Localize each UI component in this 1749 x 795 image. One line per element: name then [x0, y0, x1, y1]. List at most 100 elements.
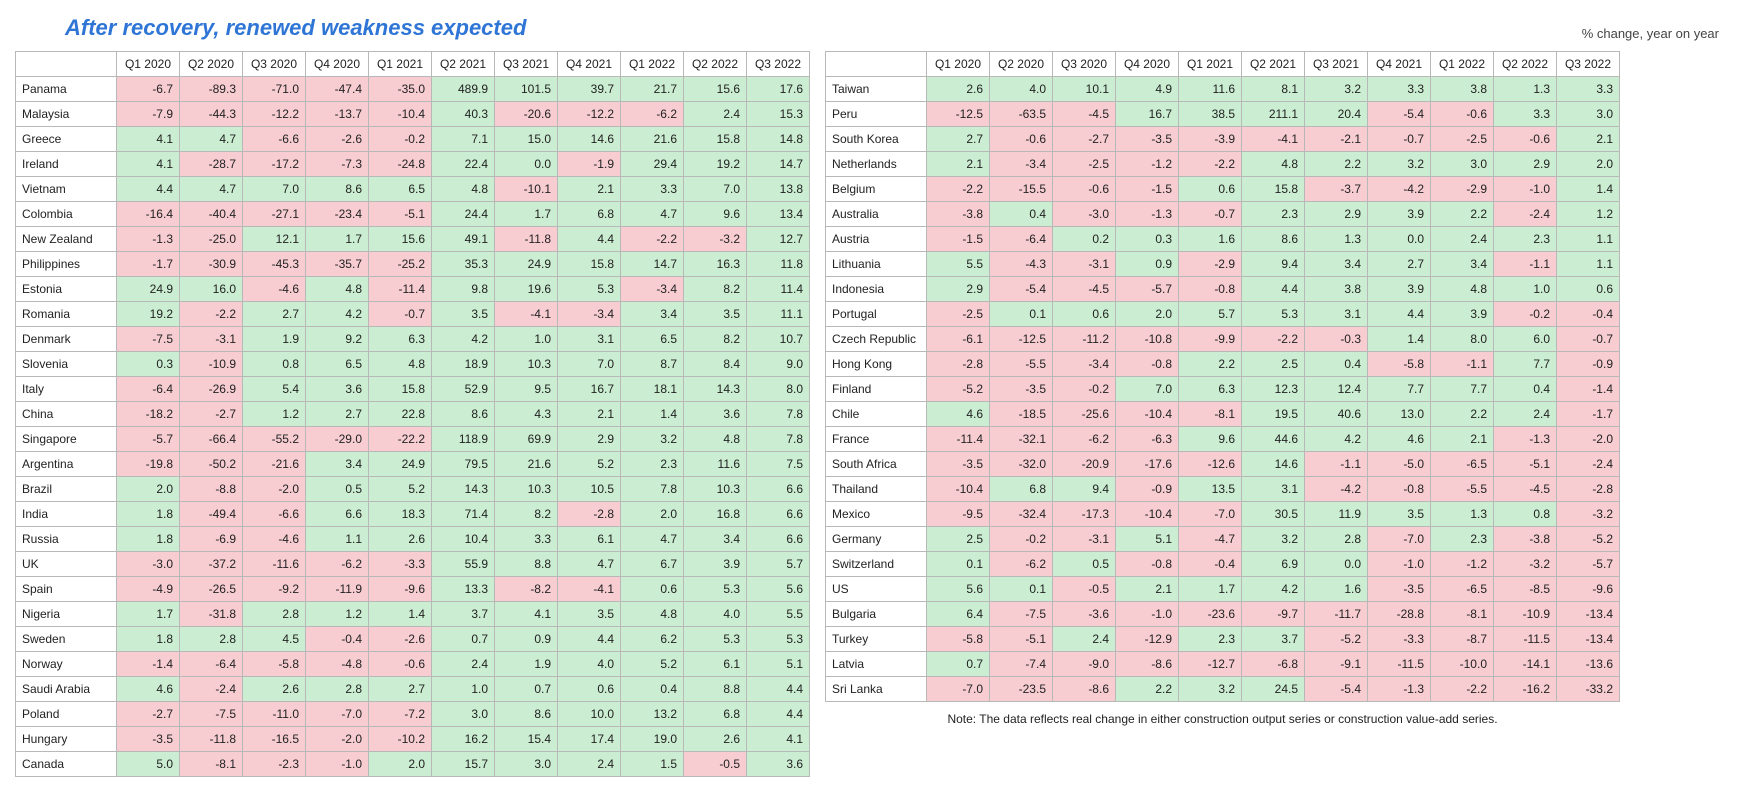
value-cell: -7.0 [927, 677, 990, 702]
value-cell: -25.2 [369, 252, 432, 277]
footnote: Note: The data reflects real change in e… [825, 702, 1620, 730]
value-cell: 2.3 [621, 452, 684, 477]
value-cell: 2.8 [180, 627, 243, 652]
header-row: Q1 2020Q2 2020Q3 2020Q4 2020Q1 2021Q2 20… [16, 52, 810, 77]
value-cell: 9.2 [306, 327, 369, 352]
value-cell: -7.3 [306, 152, 369, 177]
value-cell: 3.8 [1431, 77, 1494, 102]
value-cell: 1.8 [117, 627, 180, 652]
value-cell: -1.2 [1116, 152, 1179, 177]
country-cell: Singapore [16, 427, 117, 452]
table-row: Hong Kong-2.8-5.5-3.4-0.82.22.50.4-5.8-1… [826, 352, 1620, 377]
value-cell: 6.0 [1494, 327, 1557, 352]
value-cell: 2.9 [558, 427, 621, 452]
country-cell: Czech Republic [826, 327, 927, 352]
column-header: Q1 2022 [621, 52, 684, 77]
value-cell: -0.6 [1431, 102, 1494, 127]
value-cell: 7.1 [432, 127, 495, 152]
value-cell: -2.4 [1557, 452, 1620, 477]
value-cell: 5.6 [747, 577, 810, 602]
column-header: Q4 2021 [558, 52, 621, 77]
value-cell: -0.9 [1557, 352, 1620, 377]
country-cell: New Zealand [16, 227, 117, 252]
value-cell: 7.7 [1431, 377, 1494, 402]
value-cell: 13.2 [621, 702, 684, 727]
value-cell: -4.1 [558, 577, 621, 602]
value-cell: 1.4 [369, 602, 432, 627]
value-cell: 16.7 [1116, 102, 1179, 127]
value-cell: -0.7 [369, 302, 432, 327]
value-cell: 24.9 [369, 452, 432, 477]
column-header: Q1 2020 [117, 52, 180, 77]
value-cell: -1.3 [1368, 677, 1431, 702]
value-cell: -0.8 [1116, 352, 1179, 377]
country-cell: Sri Lanka [826, 677, 927, 702]
value-cell: 17.4 [558, 727, 621, 752]
value-cell: 1.6 [1179, 227, 1242, 252]
value-cell: 0.7 [432, 627, 495, 652]
value-cell: 24.4 [432, 202, 495, 227]
value-cell: -11.2 [1053, 327, 1116, 352]
value-cell: 10.1 [1053, 77, 1116, 102]
value-cell: 16.0 [180, 277, 243, 302]
country-cell: Ireland [16, 152, 117, 177]
value-cell: 30.5 [1242, 502, 1305, 527]
value-cell: 6.6 [306, 502, 369, 527]
value-cell: 4.0 [558, 652, 621, 677]
value-cell: 4.2 [1305, 427, 1368, 452]
value-cell: -3.0 [1053, 202, 1116, 227]
value-cell: 7.8 [747, 402, 810, 427]
value-cell: -4.2 [1368, 177, 1431, 202]
value-cell: 2.4 [1494, 402, 1557, 427]
value-cell: -3.7 [1305, 177, 1368, 202]
value-cell: -8.6 [1116, 652, 1179, 677]
value-cell: -0.3 [1305, 327, 1368, 352]
value-cell: -2.2 [621, 227, 684, 252]
value-cell: -2.2 [1431, 677, 1494, 702]
value-cell: -4.5 [1053, 277, 1116, 302]
value-cell: -2.2 [1242, 327, 1305, 352]
value-cell: -12.5 [927, 102, 990, 127]
value-cell: -25.0 [180, 227, 243, 252]
value-cell: 2.3 [1179, 627, 1242, 652]
value-cell: 6.8 [990, 477, 1053, 502]
value-cell: 6.6 [747, 527, 810, 552]
value-cell: -10.4 [1116, 402, 1179, 427]
value-cell: 6.5 [369, 177, 432, 202]
value-cell: 3.2 [1305, 77, 1368, 102]
value-cell: -31.8 [180, 602, 243, 627]
value-cell: 19.2 [684, 152, 747, 177]
value-cell: -18.2 [117, 402, 180, 427]
value-cell: -9.5 [927, 502, 990, 527]
country-cell: Hong Kong [826, 352, 927, 377]
column-header: Q2 2021 [1242, 52, 1305, 77]
value-cell: 0.8 [243, 352, 306, 377]
value-cell: -10.9 [180, 352, 243, 377]
value-cell: -4.3 [990, 252, 1053, 277]
value-cell: 2.0 [1116, 302, 1179, 327]
value-cell: 2.2 [1305, 152, 1368, 177]
value-cell: 3.0 [495, 752, 558, 777]
value-cell: -9.6 [369, 577, 432, 602]
value-cell: -2.7 [1053, 127, 1116, 152]
value-cell: -11.8 [495, 227, 558, 252]
value-cell: -1.5 [927, 227, 990, 252]
value-cell: -5.5 [1431, 477, 1494, 502]
value-cell: -3.2 [1494, 552, 1557, 577]
value-cell: 4.8 [684, 427, 747, 452]
value-cell: -19.8 [117, 452, 180, 477]
value-cell: 2.9 [1305, 202, 1368, 227]
data-table-right: Q1 2020Q2 2020Q3 2020Q4 2020Q1 2021Q2 20… [825, 51, 1620, 702]
value-cell: 2.1 [1557, 127, 1620, 152]
value-cell: -7.0 [1179, 502, 1242, 527]
country-cell: Poland [16, 702, 117, 727]
header-blank [16, 52, 117, 77]
country-cell: Germany [826, 527, 927, 552]
table-row: Mexico-9.5-32.4-17.3-10.4-7.030.511.93.5… [826, 502, 1620, 527]
value-cell: -9.2 [243, 577, 306, 602]
value-cell: 14.8 [747, 127, 810, 152]
value-cell: -11.5 [1368, 652, 1431, 677]
value-cell: 8.0 [1431, 327, 1494, 352]
value-cell: 6.9 [1242, 552, 1305, 577]
value-cell: 2.0 [1557, 152, 1620, 177]
